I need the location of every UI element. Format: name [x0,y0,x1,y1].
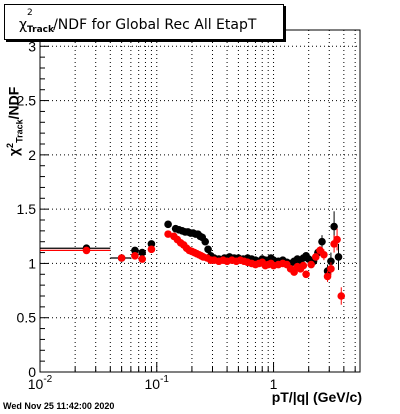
data-point [147,240,156,248]
data-point [327,257,335,266]
x-tick-label: 10-2 [28,374,53,392]
x-tick-exponent: -1 [160,374,169,385]
ylabel-rest: /NDF [5,86,22,120]
y-tick-label: 1.5 [17,201,37,217]
data-point [138,255,146,263]
ylabel-sup: 2 [5,142,15,148]
data-point [204,245,212,254]
data-point [327,265,335,273]
title-sup: 2 [27,8,33,18]
title-rest: /NDF for Global Rec All EtapT [53,17,257,33]
data-point [164,230,172,238]
data-point [333,235,341,244]
plot-frame [39,29,361,373]
ylabel-sub: Track [14,119,25,143]
data-point [323,272,332,281]
data-point [201,237,210,246]
x-tick-label: 1 [270,376,278,392]
data-point [299,261,308,270]
data-point [131,246,139,255]
x-axis-label: pT/|q| (GeV/c) [271,389,362,405]
title-sub: Track [27,25,54,35]
y-tick-label: 2.5 [17,93,37,109]
x-tick-exponent: -2 [43,374,52,385]
y-tick-label: 0 [28,364,36,380]
data-series [82,211,346,305]
data-point [330,222,338,231]
x-tick-label: 10-1 [145,374,170,392]
data-point [82,246,91,255]
y-axis-label: χ2Track/NDF [5,87,24,156]
grid-lines [40,30,360,372]
timestamp: Wed Nov 25 11:42:00 2020 [3,401,115,411]
title-chi: χ 2 Track [19,8,54,35]
data-point [334,253,343,261]
chart-title-box: χ 2 Track/NDF for Global Rec All EtapT [4,4,284,40]
y-tick-label: 1 [28,255,36,271]
data-point [320,250,328,259]
data-point [138,248,146,257]
y-tick-label: 2 [28,147,36,163]
data-point [117,254,126,262]
data-point [147,245,156,254]
data-point [164,220,172,229]
data-point [318,237,326,246]
chart-title: χ 2 Track/NDF for Global Rec All EtapT [19,8,257,35]
ylabel-chi: χ [5,147,22,156]
data-point [302,270,310,279]
data-point [337,292,346,300]
data-point [307,260,315,269]
y-tick-label: 3 [28,38,36,54]
data-point [311,253,320,261]
y-tick-label: 0.5 [17,310,37,326]
data-point [131,252,139,260]
series-red [82,228,346,305]
